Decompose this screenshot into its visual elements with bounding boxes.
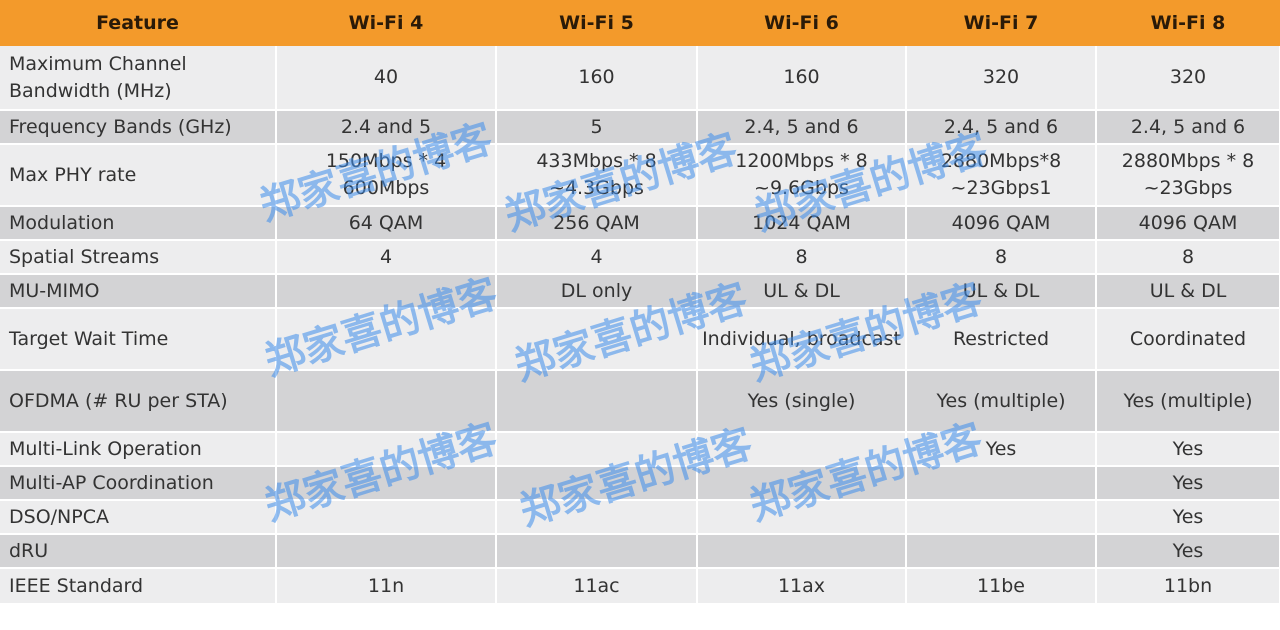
value-cell: 150Mbps * 4 600Mbps — [276, 144, 497, 207]
table-row: Multi-AP Coordination Yes — [0, 466, 1280, 501]
value-cell: 11bn — [1096, 568, 1280, 605]
value-cell — [697, 534, 907, 569]
table-row: Spatial Streams 4 4 8 8 8 — [0, 240, 1280, 275]
value-cell: 160 — [496, 46, 698, 111]
header-cell: Wi-Fi 5 — [496, 0, 698, 46]
value-cell: Coordinated — [1096, 308, 1280, 371]
feature-cell: IEEE Standard — [0, 568, 277, 605]
header-cell: Wi-Fi 6 — [697, 0, 907, 46]
feature-cell: OFDMA (# RU per STA) — [0, 370, 277, 433]
value-cell — [276, 432, 497, 467]
value-cell — [496, 308, 698, 371]
feature-cell: Multi-AP Coordination — [0, 466, 277, 501]
table-row: DSO/NPCA Yes — [0, 500, 1280, 535]
value-cell: 8 — [906, 240, 1097, 275]
feature-cell: Modulation — [0, 206, 277, 241]
value-cell: 2.4, 5 and 6 — [1096, 110, 1280, 145]
feature-cell: dRU — [0, 534, 277, 569]
table-row: Max PHY rate 150Mbps * 4 600Mbps 433Mbps *… — [0, 144, 1280, 207]
header-cell: Wi-Fi 4 — [276, 0, 497, 46]
feature-cell: Spatial Streams — [0, 240, 277, 275]
value-cell: 320 — [906, 46, 1097, 111]
value-cell — [276, 500, 497, 535]
value-cell — [496, 432, 698, 467]
value-cell: Restricted — [906, 308, 1097, 371]
table-row: OFDMA (# RU per STA) Yes (single) Yes (mul… — [0, 370, 1280, 433]
value-cell: Yes — [1096, 466, 1280, 501]
value-cell: DL only — [496, 274, 698, 309]
feature-cell: Target Wait Time — [0, 308, 277, 371]
feature-cell: MU-MIMO — [0, 274, 277, 309]
value-cell: 4 — [276, 240, 497, 275]
feature-cell: Multi-Link Operation — [0, 432, 277, 467]
feature-cell: Maximum Channel Bandwidth (MHz) — [0, 46, 277, 111]
value-cell: 4096 QAM — [1096, 206, 1280, 241]
value-cell — [496, 370, 698, 433]
value-cell — [496, 534, 698, 569]
value-cell — [276, 274, 497, 309]
value-cell — [276, 370, 497, 433]
value-cell: Yes — [906, 432, 1097, 467]
value-cell — [906, 534, 1097, 569]
value-cell: 8 — [697, 240, 907, 275]
value-cell: 5 — [496, 110, 698, 145]
value-cell: 1200Mbps * 8 ~9.6Gbps — [697, 144, 907, 207]
value-cell — [276, 308, 497, 371]
value-cell — [906, 500, 1097, 535]
value-cell: Yes (multiple) — [1096, 370, 1280, 433]
header-cell: Wi-Fi 7 — [906, 0, 1097, 46]
value-cell — [276, 534, 497, 569]
value-cell: Yes — [1096, 432, 1280, 467]
value-cell: Yes — [1096, 500, 1280, 535]
value-cell: UL & DL — [697, 274, 907, 309]
value-cell: 11ax — [697, 568, 907, 605]
value-cell — [697, 466, 907, 501]
value-cell: 2880Mbps*8 ~23Gbps1 — [906, 144, 1097, 207]
value-cell: UL & DL — [906, 274, 1097, 309]
value-cell: 4 — [496, 240, 698, 275]
table-row: MU-MIMO DL only UL & DL UL & DL UL & DL — [0, 274, 1280, 309]
value-cell: 320 — [1096, 46, 1280, 111]
table-row: Target Wait Time Individual, broadcast Res… — [0, 308, 1280, 371]
value-cell: 2880Mbps * 8 ~23Gbps — [1096, 144, 1280, 207]
value-cell: 2.4, 5 and 6 — [906, 110, 1097, 145]
table-row: Modulation 64 QAM 256 QAM 1024 QAM 4096 QAM 4… — [0, 206, 1280, 241]
table-row: dRU Yes — [0, 534, 1280, 569]
value-cell: 256 QAM — [496, 206, 698, 241]
value-cell: Individual, broadcast — [697, 308, 907, 371]
value-cell — [496, 500, 698, 535]
value-cell: Yes — [1096, 534, 1280, 569]
value-cell: Yes (multiple) — [906, 370, 1097, 433]
value-cell: 4096 QAM — [906, 206, 1097, 241]
value-cell: 64 QAM — [276, 206, 497, 241]
value-cell: 1024 QAM — [697, 206, 907, 241]
table-row: Multi-Link Operation Yes Yes — [0, 432, 1280, 467]
value-cell — [697, 500, 907, 535]
header-cell: Feature — [0, 0, 277, 46]
value-cell: 40 — [276, 46, 497, 111]
value-cell: 2.4 and 5 — [276, 110, 497, 145]
feature-cell: Frequency Bands (GHz) — [0, 110, 277, 145]
value-cell — [906, 466, 1097, 501]
value-cell — [697, 432, 907, 467]
value-cell: 2.4, 5 and 6 — [697, 110, 907, 145]
header-row: Feature Wi-Fi 4 Wi-Fi 5 Wi-Fi 6 Wi-Fi 7 … — [0, 0, 1280, 46]
value-cell: 433Mbps * 8 ~4.3Gbps — [496, 144, 698, 207]
value-cell: 11be — [906, 568, 1097, 605]
value-cell: 11ac — [496, 568, 698, 605]
value-cell — [496, 466, 698, 501]
value-cell: 8 — [1096, 240, 1280, 275]
feature-cell: DSO/NPCA — [0, 500, 277, 535]
wifi-comparison-table: Feature Wi-Fi 4 Wi-Fi 5 Wi-Fi 6 Wi-Fi 7 … — [0, 0, 1280, 605]
table-row: Maximum Channel Bandwidth (MHz) 40 160 160 3… — [0, 46, 1280, 111]
feature-cell: Max PHY rate — [0, 144, 277, 207]
table-row: Frequency Bands (GHz) 2.4 and 5 5 2.4, 5 an… — [0, 110, 1280, 145]
value-cell: 160 — [697, 46, 907, 111]
value-cell — [276, 466, 497, 501]
value-cell: Yes (single) — [697, 370, 907, 433]
value-cell: UL & DL — [1096, 274, 1280, 309]
table-row: IEEE Standard 11n 11ac 11ax 11be 11bn — [0, 568, 1280, 605]
header-cell: Wi-Fi 8 — [1096, 0, 1280, 46]
value-cell: 11n — [276, 568, 497, 605]
